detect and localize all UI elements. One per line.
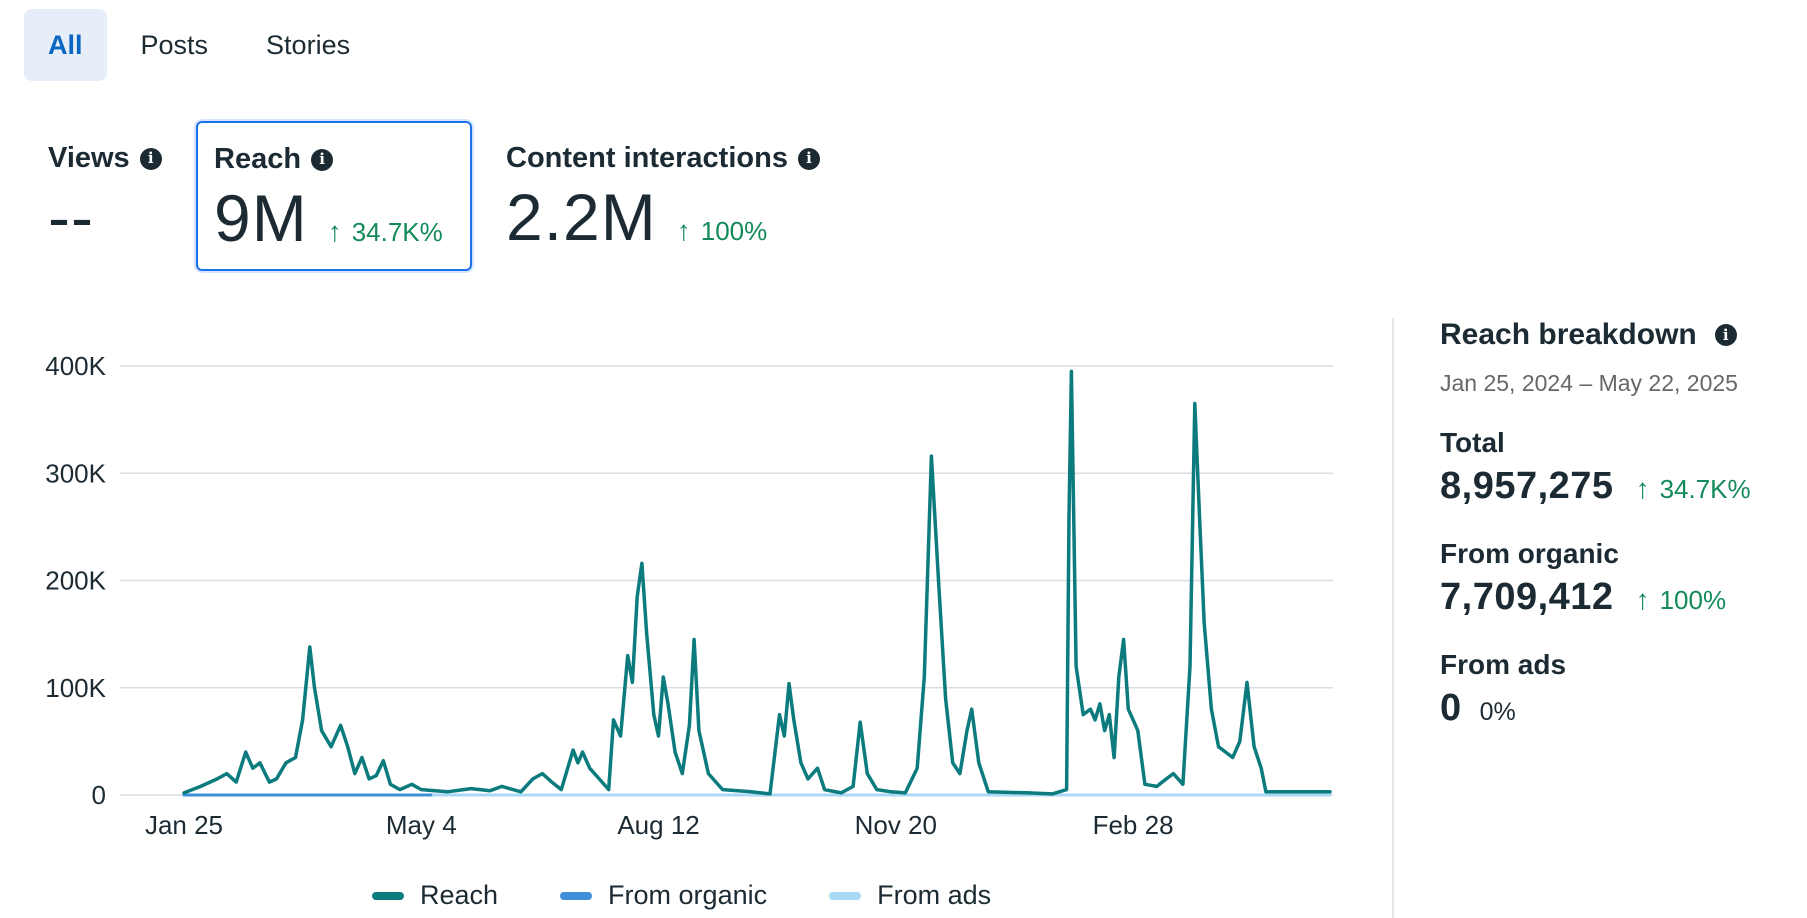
legend-label-ads: From ads (877, 880, 992, 910)
ads-delta: 0% (1479, 698, 1516, 726)
legend-label-reach: Reach (420, 880, 499, 910)
ads-value: 0 (1440, 687, 1462, 729)
views-label: Views (48, 142, 130, 174)
legend-item-reach[interactable]: Reach (372, 880, 498, 911)
legend-swatch-organic (560, 891, 593, 900)
y-axis-ticks: 0 100K 200K 300K 400K (45, 351, 106, 810)
total-delta-value: 34.7K% (1659, 473, 1751, 504)
x-tick-label: May 4 (386, 810, 457, 840)
y-tick-label: 200K (45, 566, 106, 596)
legend-item-from-ads[interactable]: From ads (829, 880, 991, 911)
x-axis-ticks: Jan 25 May 4 Aug 12 Nov 20 Feb 28 (145, 810, 1174, 840)
arrow-up-icon: ↑ (1635, 584, 1650, 615)
views-metric-card[interactable]: Views i -- (48, 120, 162, 270)
organic-delta: ↑ 100% (1636, 584, 1727, 616)
panel-title-row: Reach breakdown i (1440, 318, 1800, 352)
tab-all[interactable]: All (24, 9, 107, 81)
views-metric-header: Views i (48, 142, 162, 175)
reach-breakdown-panel: Reach breakdown i Jan 25, 2024 – May 22,… (1440, 318, 1800, 730)
y-tick-label: 0 (92, 780, 106, 810)
legend-swatch-ads (829, 891, 862, 900)
tab-posts[interactable]: Posts (140, 29, 209, 60)
y-tick-label: 300K (45, 458, 106, 488)
x-tick-label: Nov 20 (855, 810, 937, 840)
interactions-label: Content interactions (506, 142, 788, 174)
organic-row: 7,709,412 ↑ 100% (1440, 576, 1800, 619)
info-icon[interactable]: i (797, 147, 820, 170)
total-value: 8,957,275 (1440, 465, 1614, 507)
organic-value: 7,709,412 (1440, 576, 1614, 618)
reach-label: Reach (214, 143, 302, 175)
date-range: Jan 25, 2024 – May 22, 2025 (1440, 370, 1738, 396)
interactions-delta: ↑ 100% (677, 215, 768, 247)
reach-delta: ↑ 34.7K% (328, 216, 443, 248)
organic-delta-value: 100% (1659, 584, 1727, 615)
content-interactions-metric-card[interactable]: Content interactions i 2.2M ↑ 100% (506, 120, 820, 270)
arrow-up-icon: ↑ (1635, 473, 1650, 504)
x-tick-label: Aug 12 (617, 810, 699, 840)
y-tick-label: 100K (45, 673, 106, 703)
x-tick-label: Jan 25 (145, 810, 223, 840)
arrow-up-icon: ↑ (327, 216, 342, 247)
interactions-delta-value: 100% (700, 215, 768, 246)
total-label: Total (1440, 427, 1505, 458)
panel-title: Reach breakdown (1440, 318, 1697, 351)
reach-delta-value: 34.7K% (351, 216, 443, 247)
views-value: -- (48, 180, 94, 254)
views-value-row: -- (48, 179, 162, 255)
ads-label: From ads (1440, 649, 1567, 680)
legend-item-from-organic[interactable]: From organic (560, 880, 767, 911)
interactions-value: 2.2M (506, 180, 657, 254)
total-delta: ↑ 34.7K% (1636, 473, 1751, 505)
chart-series (182, 369, 1332, 797)
x-tick-label: Feb 28 (1093, 810, 1174, 840)
total-row: 8,957,275 ↑ 34.7K% (1440, 465, 1800, 508)
reach-value: 9M (214, 181, 308, 255)
interactions-metric-header: Content interactions i (506, 142, 820, 175)
ads-row: 0 0% (1440, 687, 1800, 730)
tab-stories[interactable]: Stories (266, 29, 351, 60)
reach-line-chart: 0 100K 200K 300K 400K Jan 25 May 4 Aug 12 Nov 2… (45, 351, 1333, 840)
info-icon[interactable]: i (311, 148, 334, 171)
y-tick-label: 400K (45, 351, 106, 381)
info-icon[interactable]: i (139, 147, 162, 170)
series-line-reach (182, 369, 1332, 796)
organic-label: From organic (1440, 538, 1619, 569)
panel-divider (1392, 318, 1394, 918)
interactions-value-row: 2.2M ↑ 100% (506, 179, 820, 255)
reach-metric-card[interactable]: Reach i 9M ↑ 34.7K% (196, 121, 472, 271)
chart-legend: Reach From organic From ads (372, 880, 1053, 911)
info-icon[interactable]: i (1714, 324, 1737, 346)
arrow-up-icon: ↑ (676, 215, 691, 246)
reach-value-row: 9M ↑ 34.7K% (214, 180, 470, 256)
legend-swatch-reach (372, 891, 404, 900)
legend-label-organic: From organic (608, 880, 768, 910)
content-type-tabs: All Posts Stories (24, 9, 374, 81)
reach-metric-header: Reach i (214, 143, 470, 176)
